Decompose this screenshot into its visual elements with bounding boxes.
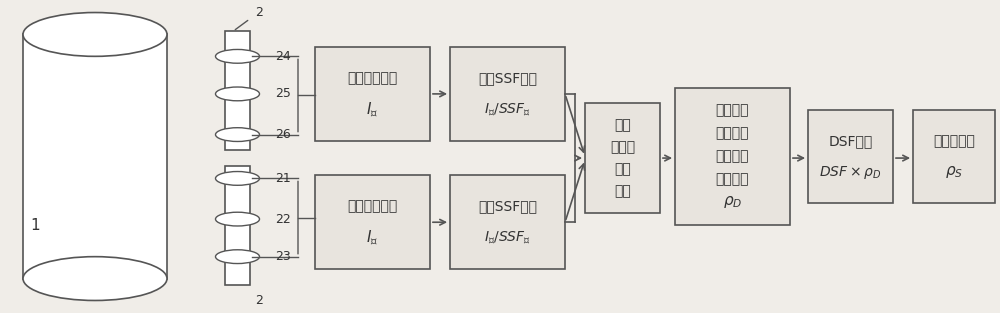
Text: 2: 2 <box>255 6 263 19</box>
Text: 然后: 然后 <box>614 162 631 176</box>
Circle shape <box>216 172 260 185</box>
FancyBboxPatch shape <box>315 47 430 141</box>
Text: 逆动态方: 逆动态方 <box>716 126 749 141</box>
Text: 22: 22 <box>275 213 291 226</box>
Circle shape <box>216 250 260 264</box>
FancyBboxPatch shape <box>450 47 565 141</box>
FancyBboxPatch shape <box>808 110 893 203</box>
Text: 归一，: 归一， <box>610 140 635 154</box>
Polygon shape <box>23 34 167 279</box>
Ellipse shape <box>23 257 167 300</box>
Text: $I_{上}/SSF_{上}$: $I_{上}/SSF_{上}$ <box>484 101 531 118</box>
Text: 上部电流信号: 上部电流信号 <box>347 71 398 85</box>
Text: 24: 24 <box>275 50 291 63</box>
Text: 25: 25 <box>275 87 291 100</box>
Text: 动态反应: 动态反应 <box>716 172 749 187</box>
Text: $\rho_S$: $\rho_S$ <box>945 164 963 180</box>
Circle shape <box>216 49 260 63</box>
FancyBboxPatch shape <box>585 103 660 213</box>
Text: DSF修正: DSF修正 <box>828 134 873 148</box>
Text: 静态反应性: 静态反应性 <box>933 134 975 148</box>
Text: 求和: 求和 <box>614 184 631 198</box>
FancyBboxPatch shape <box>315 175 430 269</box>
Circle shape <box>216 128 260 141</box>
FancyBboxPatch shape <box>225 166 250 285</box>
Text: $I_{下}$: $I_{下}$ <box>366 228 379 247</box>
Text: 求解点堆: 求解点堆 <box>716 104 749 118</box>
Text: 下部电流信号: 下部电流信号 <box>347 200 398 213</box>
Text: 23: 23 <box>275 250 291 263</box>
Text: 各自: 各自 <box>614 118 631 132</box>
FancyBboxPatch shape <box>913 110 995 203</box>
Text: $\rho_D$: $\rho_D$ <box>723 194 742 210</box>
Text: 21: 21 <box>275 172 291 185</box>
FancyBboxPatch shape <box>450 175 565 269</box>
Ellipse shape <box>23 13 167 56</box>
Circle shape <box>216 87 260 101</box>
Text: 26: 26 <box>275 128 291 141</box>
FancyBboxPatch shape <box>675 88 790 225</box>
Text: $I_{下}/SSF_{下}$: $I_{下}/SSF_{下}$ <box>484 229 531 246</box>
Text: $I_{上}$: $I_{上}$ <box>366 100 379 119</box>
Text: 上部SSF修正: 上部SSF修正 <box>478 71 537 85</box>
Circle shape <box>216 212 260 226</box>
Text: 1: 1 <box>30 218 40 233</box>
Text: $DSF\times\rho_D$: $DSF\times\rho_D$ <box>819 164 882 181</box>
FancyBboxPatch shape <box>225 31 250 150</box>
Text: 2: 2 <box>255 294 263 307</box>
Text: 下部SSF修正: 下部SSF修正 <box>478 200 537 213</box>
Text: 程，得到: 程，得到 <box>716 150 749 163</box>
